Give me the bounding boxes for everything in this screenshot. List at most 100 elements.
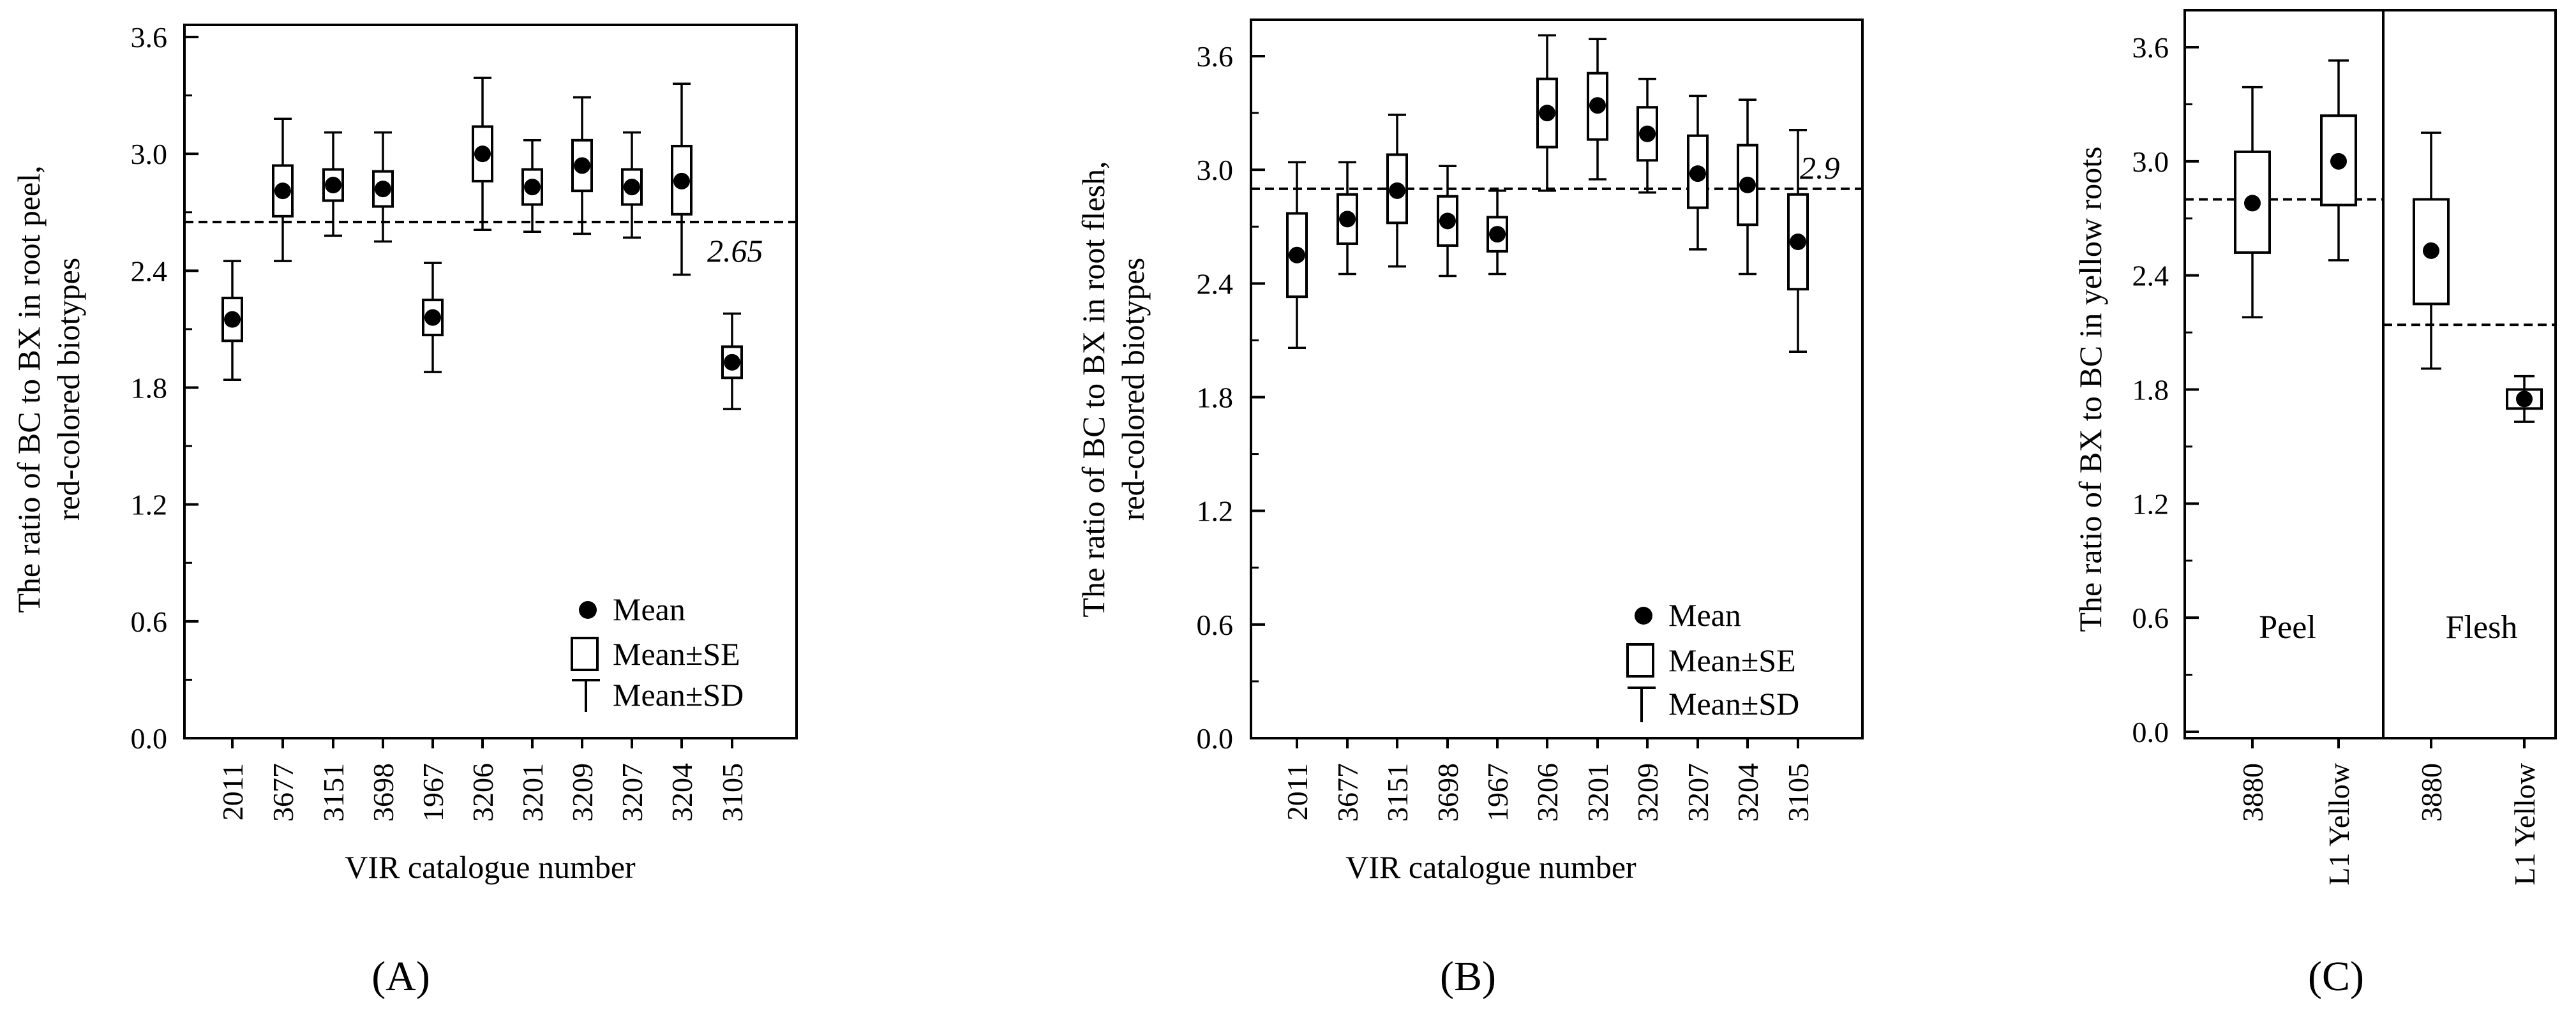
x-axis-a: 2011 3677 3151 3698 1967 3206 3201 3209 3207 3204…: [216, 738, 749, 822]
y-tick-label: 1.8: [1197, 382, 1234, 414]
y-tick-label: 2.4: [131, 255, 168, 287]
legend-se-marker: [571, 637, 599, 671]
x-tick-label: 3209: [566, 763, 599, 822]
x-tick-label: 3677: [267, 763, 299, 822]
boxes-b: [1286, 34, 1809, 353]
legend-b: Mean Mean±SE Mean±SD: [1626, 597, 1799, 722]
y-tick-label: 3.6: [2132, 31, 2169, 64]
ref-line-label-b: 2.9: [1800, 150, 1840, 186]
x-tick-label: 3151: [317, 763, 350, 822]
y-axis-b: 0.0 0.6 1.2 1.8 2.4 3.0 3.6: [1197, 40, 1265, 755]
mean-point: [574, 157, 590, 174]
plot-frame-c: [2183, 9, 2557, 739]
y-tick-label: 0.6: [1197, 609, 1234, 641]
x-tick-label: 2011: [1281, 763, 1314, 820]
x-tick-label: 3201: [516, 763, 549, 822]
box-3209: [571, 96, 593, 235]
x-tick-label: 1967: [417, 763, 449, 822]
x-tick-label: L1 Yellow: [2323, 762, 2355, 885]
boxes-c: [2234, 59, 2543, 423]
box-3201: [521, 139, 543, 234]
x-tick-label: 3204: [1732, 763, 1764, 822]
box-l1-yellow: [2320, 59, 2357, 262]
legend-se-marker: [1626, 643, 1654, 678]
panel-label-a: (A): [371, 953, 430, 1000]
y-axis-c: 0.0 0.6 1.2 1.8 2.4 3.0 3.6: [2132, 31, 2199, 748]
box-3206: [472, 77, 493, 231]
box-3698: [372, 131, 394, 243]
y-tick-label: 3.0: [1197, 154, 1234, 186]
x-tick-label: 3206: [1531, 763, 1564, 822]
legend-sd-label: Mean±SD: [613, 677, 744, 713]
legend-se-label: Mean±SE: [613, 636, 740, 672]
x-tick-label: 3209: [1631, 763, 1664, 822]
box-3209: [1636, 77, 1658, 194]
y-tick-label: 0.6: [131, 605, 168, 638]
panel-label-b: (B): [1440, 953, 1496, 1000]
x-tick-label: 1967: [1481, 763, 1514, 822]
x-tick-label: 3698: [367, 763, 400, 822]
y-axis-label-a-line1: The ratio of BC to BX in root peel,: [11, 165, 47, 612]
box-3151: [1386, 114, 1408, 268]
x-tick-label: 3151: [1381, 763, 1414, 822]
region-label-peel: Peel: [2259, 609, 2316, 646]
box-l1-yellow: [2506, 375, 2543, 423]
y-tick-label: 1.8: [131, 372, 168, 405]
boxes-a: [221, 77, 743, 410]
x-axis-label-b: VIR catalogue number: [1345, 849, 1636, 885]
y-tick-label: 3.6: [131, 21, 168, 54]
y-tick-label: 0.0: [1197, 722, 1234, 755]
mean-point: [1289, 246, 1305, 264]
x-tick-label: L1 Yellow: [2508, 762, 2541, 885]
panel-label-c: (C): [2308, 953, 2364, 1000]
box-3201: [1587, 38, 1608, 181]
plot-frame-b: [1250, 19, 1864, 739]
y-tick-label: 3.0: [2132, 145, 2169, 178]
x-tick-label: 2011: [216, 763, 249, 820]
x-tick-label: 3201: [1582, 763, 1614, 822]
y-tick-label: 2.4: [1197, 267, 1234, 300]
mean-point: [673, 172, 690, 189]
y-tick-label: 0.6: [2132, 602, 2169, 634]
mean-point: [1739, 176, 1756, 193]
box-2011: [221, 260, 243, 382]
y-axis-a: 0.0 0.6 1.2 1.8 2.4 3.0 3.6: [131, 21, 198, 755]
mean-point: [1389, 182, 1405, 199]
reference-lines-c: [2185, 198, 2556, 327]
y-tick-label: 3.0: [131, 138, 168, 170]
ref-line-label-a: 2.65: [707, 233, 763, 269]
x-tick-label: 3880: [2236, 763, 2269, 822]
box-3207: [1687, 94, 1709, 251]
box-3204: [1737, 98, 1758, 276]
mean-point: [375, 181, 391, 198]
y-tick-label: 1.2: [2132, 487, 2169, 520]
legend-a: Mean Mean±SE Mean±SD: [571, 591, 744, 713]
box-3151: [322, 131, 344, 237]
y-tick-label: 0.0: [131, 722, 168, 755]
mean-point: [2330, 152, 2347, 170]
panel-b: 0.0 0.6 1.2 1.8 2.4 3.0 3.6 2011 3677 3151 3698 19…: [1075, 19, 1864, 1000]
mean-point: [424, 309, 441, 326]
x-tick-label: 3105: [716, 763, 749, 822]
box-1967: [422, 262, 444, 373]
box-3206: [1536, 34, 1558, 192]
box-3698: [1437, 165, 1458, 278]
y-tick-label: 0.0: [2132, 716, 2169, 748]
panel-c: 0.0 0.6 1.2 1.8 2.4 3.0 3.6 3880 L1 Yellow 3880 L…: [2072, 9, 2557, 1000]
x-axis-c: 3880 L1 Yellow 3880 L1 Yellow: [2236, 738, 2541, 886]
box-3677: [272, 117, 294, 262]
box-3105: [1787, 129, 1809, 353]
mean-point: [1639, 125, 1656, 142]
legend-se-label: Mean±SE: [1668, 642, 1796, 678]
x-axis-label-a: VIR catalogue number: [345, 849, 636, 885]
y-tick-label: 1.8: [2132, 374, 2169, 406]
x-tick-label: 3105: [1782, 763, 1815, 822]
box-3105: [721, 312, 743, 410]
legend-sd-marker: [572, 679, 600, 712]
box-3207: [621, 131, 643, 239]
x-tick-label: 3698: [1432, 763, 1464, 822]
x-tick-label: 3880: [2415, 763, 2448, 822]
y-axis-label-b-line1: The ratio of BC to BX in root flesh,: [1075, 161, 1111, 617]
mean-point: [2516, 390, 2533, 408]
x-tick-label: 3677: [1331, 763, 1364, 822]
